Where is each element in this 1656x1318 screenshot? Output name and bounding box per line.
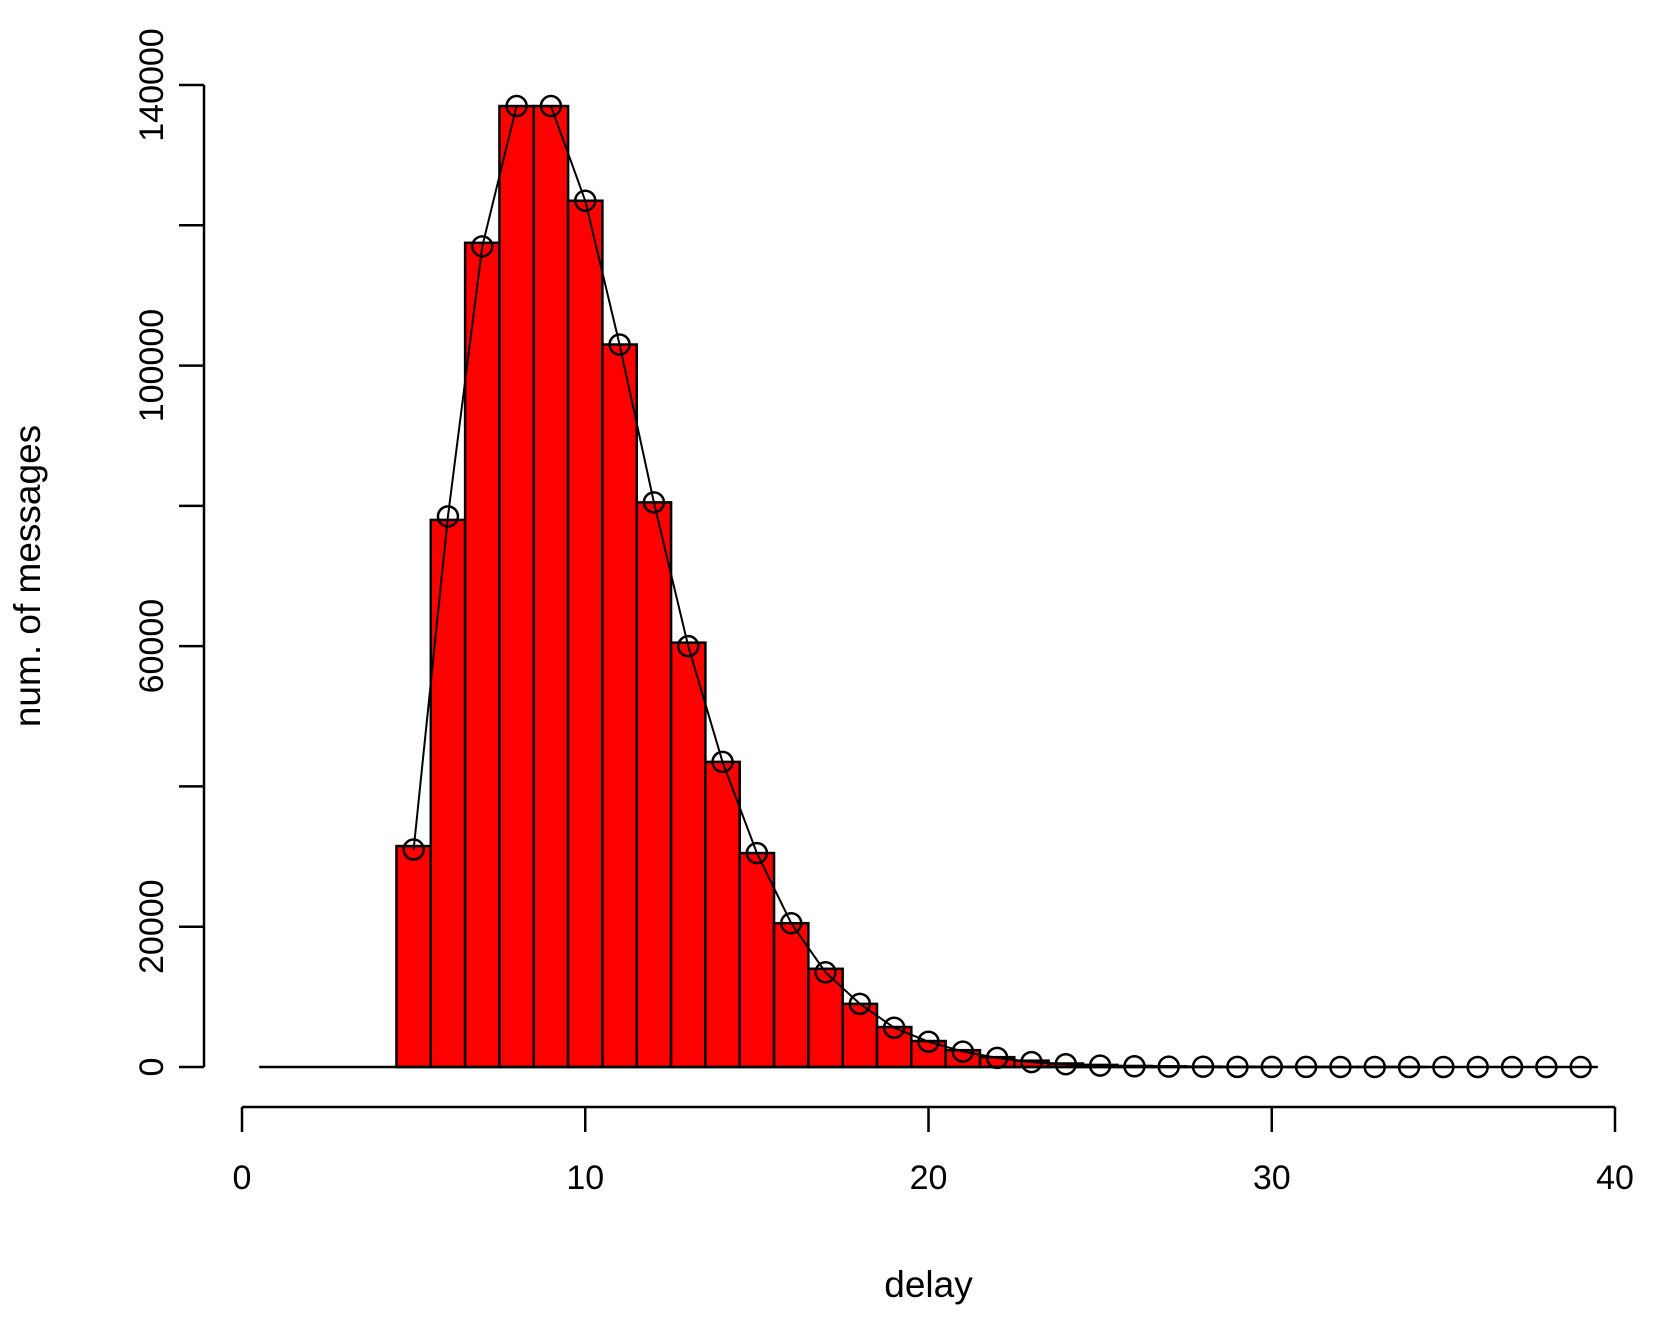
bar-group <box>395 104 1428 1069</box>
data-point <box>505 94 528 118</box>
data-point <box>1432 1055 1455 1079</box>
data-point <box>985 1046 1009 1070</box>
x-tick-label: 10 <box>566 1159 604 1197</box>
bar <box>635 501 673 1069</box>
data-point <box>1191 1055 1215 1078</box>
data-point <box>745 841 769 865</box>
x-axis-title: delay <box>884 1264 973 1305</box>
bar <box>738 851 776 1069</box>
data-point <box>1397 1055 1421 1079</box>
data-point <box>814 961 837 984</box>
bar <box>463 241 501 1069</box>
data-point <box>608 333 631 356</box>
data-point <box>1226 1055 1249 1079</box>
data-point <box>1466 1055 1489 1079</box>
data-point <box>1294 1055 1318 1079</box>
x-tick-label: 0 <box>233 1159 252 1197</box>
data-point <box>471 235 494 258</box>
bar <box>601 343 638 1069</box>
y-axis: 0 20000 60000 100000 140000 <box>133 28 206 1077</box>
data-point <box>402 838 425 861</box>
bar <box>566 199 604 1069</box>
data-point <box>539 94 563 118</box>
bar <box>395 844 433 1069</box>
data-point <box>1260 1055 1283 1079</box>
data-point <box>676 634 700 658</box>
data-point <box>1088 1054 1112 1077</box>
bar <box>772 921 810 1069</box>
data-point <box>779 911 803 935</box>
bar <box>704 760 741 1069</box>
data-point <box>1500 1055 1524 1079</box>
series-line <box>412 105 1581 1068</box>
data-point <box>1535 1055 1558 1079</box>
data-point <box>1157 1055 1181 1078</box>
data-point <box>848 992 872 1016</box>
data-point <box>882 1016 906 1039</box>
data-point <box>1054 1052 1078 1076</box>
y-tick-label: 140000 <box>133 28 171 141</box>
x-tick-label: 30 <box>1253 1159 1291 1197</box>
y-axis-title: num. of messages <box>7 425 48 727</box>
x-axis: 0 10 20 30 40 <box>233 1105 1634 1197</box>
bar <box>944 1048 982 1069</box>
data-point <box>1329 1055 1352 1079</box>
data-point <box>436 505 460 528</box>
point-markers <box>402 94 1592 1079</box>
y-tick-label: 60000 <box>133 599 171 694</box>
data-point <box>1569 1055 1592 1079</box>
data-point <box>1363 1055 1386 1079</box>
data-point <box>951 1040 975 1063</box>
y-tick-label: 100000 <box>133 309 171 422</box>
bar <box>498 104 536 1069</box>
bar <box>429 518 467 1069</box>
y-tick-label: 20000 <box>133 879 171 974</box>
data-point <box>711 750 734 774</box>
data-point <box>917 1030 940 1053</box>
data-point <box>1020 1050 1043 1074</box>
x-tick-label: 40 <box>1596 1159 1634 1197</box>
bar <box>532 104 570 1069</box>
data-point <box>642 491 666 514</box>
data-point <box>574 189 597 212</box>
bar <box>669 641 707 1069</box>
y-tick-label: 0 <box>133 1058 171 1077</box>
data-point <box>1123 1055 1146 1078</box>
x-tick-label: 20 <box>910 1159 948 1197</box>
